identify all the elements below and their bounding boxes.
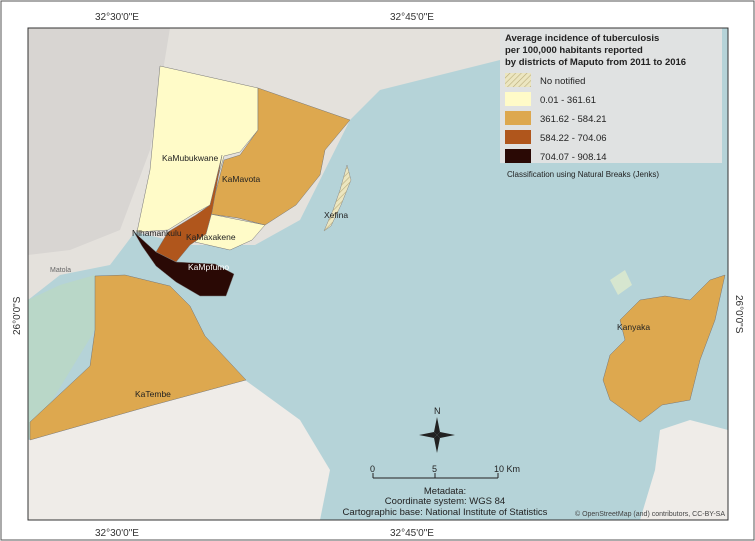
- map-frame: KaMubukwane KaMavota Xefina Nlhamankulu …: [28, 28, 728, 520]
- legend-swatch: [505, 149, 531, 163]
- legend-label: 361.62 - 584.21: [540, 114, 607, 125]
- north-arrow: N: [419, 406, 455, 453]
- district-label: KaMubukwane: [162, 153, 219, 163]
- legend-title: per 100,000 habitants reported: [505, 45, 643, 56]
- district: [133, 231, 235, 297]
- legend-hatch: [505, 73, 531, 87]
- coord-label: 32°45'0"E: [390, 528, 434, 539]
- legend-swatch: [505, 130, 531, 144]
- legend-swatch: [505, 92, 531, 106]
- scale-label: 0: [370, 464, 375, 474]
- coord-label: 32°45'0"E: [390, 12, 434, 23]
- district-label: KaMaxakene: [186, 232, 236, 242]
- north-label: N: [434, 406, 441, 416]
- metadata: Metadata:: [424, 486, 466, 497]
- legend-swatch: [505, 111, 531, 125]
- district-label: KaTembe: [135, 389, 171, 399]
- metadata: Coordinate system: WGS 84: [385, 496, 505, 507]
- scale-bar: 0 5 10 Km: [370, 464, 520, 479]
- legend-title: Average incidence of tuberculosis: [505, 33, 659, 44]
- map-border: [27, 27, 729, 521]
- attribution: © OpenStreetMap (and) contributors, CC-B…: [575, 510, 725, 518]
- district: [29, 274, 247, 441]
- legend-label: 704.07 - 908.14: [540, 152, 607, 163]
- metadata: Cartographic base: National Institute of…: [343, 507, 548, 518]
- coord-label: 32°30'0"E: [95, 12, 139, 23]
- district: [602, 274, 726, 423]
- district-label: Kanyaka: [617, 322, 650, 332]
- scale-label: 10 Km: [494, 464, 520, 474]
- legend-label: No notified: [540, 76, 585, 87]
- coord-label: 32°30'0"E: [95, 528, 139, 539]
- mangrove: [28, 275, 95, 440]
- scale-label: 5: [432, 464, 437, 474]
- district: [209, 87, 351, 226]
- legend-box: [500, 28, 722, 163]
- legend-title: by districts of Maputo from 2011 to 2016: [505, 57, 686, 68]
- place-label: Matola: [50, 267, 71, 274]
- district-label: Nlhamankulu: [132, 228, 182, 238]
- land-south: [28, 380, 330, 520]
- district-label: Xefina: [324, 210, 348, 220]
- legend-note: Classification using Natural Breaks (Jen…: [507, 170, 659, 179]
- district-label: KaMavota: [222, 174, 261, 184]
- coord-label: 26°0'0"S: [733, 295, 744, 334]
- coord-label: 26°0'0"S: [12, 296, 23, 335]
- district-label: KaMpfumo: [188, 262, 229, 272]
- hatch: [324, 165, 351, 231]
- islet: [610, 270, 632, 295]
- legend-label: 0.01 - 361.61: [540, 95, 596, 106]
- land-southeast: [640, 420, 728, 520]
- urban-area: [28, 28, 170, 255]
- legend-label: 584.22 - 704.06: [540, 133, 607, 144]
